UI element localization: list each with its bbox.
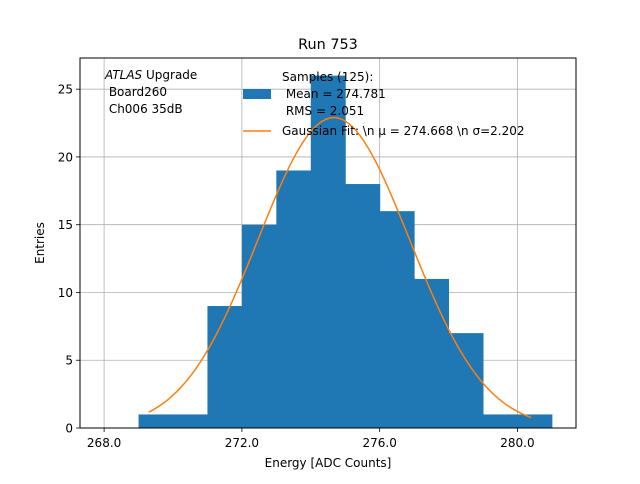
y-tick-label-3: 15 [58, 218, 73, 232]
x-axis-ticks: 268.0 272.0 276.0 280.0 [87, 428, 535, 450]
histogram-bar-9 [448, 333, 484, 428]
annotation-line-3: Ch006 35dB [105, 102, 183, 116]
annotation-rest: Upgrade [142, 68, 197, 82]
histogram-bar-2 [207, 306, 243, 428]
y-tick-label-4: 20 [58, 150, 73, 164]
plot-frame [79, 57, 577, 429]
x-tick-label-0: 268.0 [87, 436, 121, 450]
annotation-line-2: Board260 [105, 85, 167, 99]
histogram-bar-6 [345, 184, 381, 428]
histogram-bar-0 [138, 414, 174, 428]
gaussian-fit-curve [148, 116, 532, 419]
x-tick-label-3: 280.0 [500, 436, 534, 450]
histogram-bar-10 [483, 414, 518, 428]
histogram-bars [138, 75, 553, 428]
y-axis-ticks: 0 5 10 15 20 25 [58, 83, 80, 436]
legend-samples-line-2: Mean = 274.781 [282, 87, 386, 101]
annotation-italic: ATLAS [104, 68, 143, 82]
histogram-bar-4 [276, 170, 312, 428]
histogram-bar-3 [241, 224, 277, 428]
x-axis-label: Energy [ADC Counts] [265, 456, 392, 470]
annotation-line-1: ATLAS Upgrade [104, 68, 197, 82]
x-tick-label-1: 272.0 [225, 436, 259, 450]
y-tick-label-0: 0 [65, 422, 73, 436]
y-tick-label-2: 10 [58, 286, 73, 300]
legend-samples-line-1: Samples (125): [282, 70, 373, 84]
legend-fit-label: Gaussian Fit: \n μ = 274.668 \n σ=2.202 [282, 124, 525, 138]
legend: Samples (125): Mean = 274.781 RMS = 2.05… [243, 70, 525, 138]
histogram-bar-11 [517, 414, 553, 428]
y-axis-label: Entries [33, 222, 47, 264]
legend-samples-line-3: RMS = 2.051 [282, 104, 364, 118]
histogram-bar-8 [414, 278, 450, 428]
atlas-annotation: ATLAS Upgrade Board260 Ch006 35dB [104, 68, 197, 116]
x-tick-label-2: 276.0 [362, 436, 396, 450]
chart-title: Run 753 [298, 37, 358, 53]
y-tick-label-5: 25 [58, 83, 73, 97]
legend-patch-samples [243, 89, 271, 99]
histogram-bar-5 [310, 75, 346, 428]
histogram-bar-7 [379, 211, 415, 428]
gaussian-fit-line [148, 116, 532, 419]
y-tick-label-1: 5 [65, 354, 73, 368]
histogram-bar-1 [173, 414, 208, 428]
